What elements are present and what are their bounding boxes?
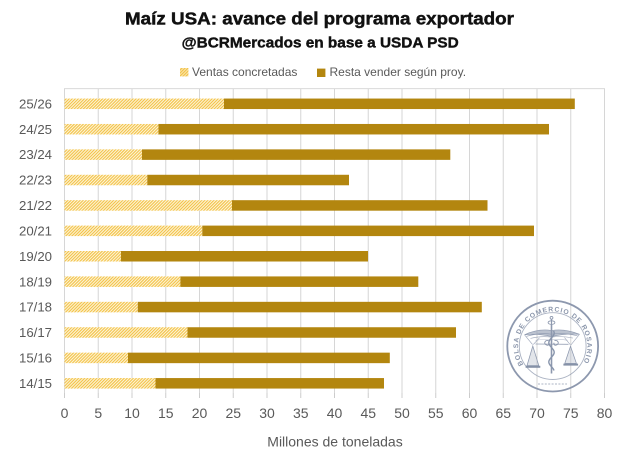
svg-text:40: 40: [327, 405, 343, 421]
svg-text:10: 10: [124, 405, 140, 421]
svg-text:21/22: 21/22: [19, 198, 52, 213]
svg-text:45: 45: [360, 405, 376, 421]
svg-text:80: 80: [597, 405, 613, 421]
svg-text:18/19: 18/19: [19, 274, 52, 289]
svg-text:15/16: 15/16: [19, 351, 52, 366]
svg-text:50: 50: [394, 405, 410, 421]
svg-text:5: 5: [94, 405, 102, 421]
svg-text:70: 70: [529, 405, 545, 421]
svg-text:23/24: 23/24: [19, 147, 52, 162]
svg-text:20/21: 20/21: [19, 223, 52, 238]
svg-text:Maíz USA: avance del programa: Maíz USA: avance del programa exportador: [125, 8, 514, 28]
svg-text:24/25: 24/25: [19, 122, 52, 137]
svg-text:75: 75: [563, 405, 579, 421]
svg-text:Ventas concretadas: Ventas concretadas: [192, 65, 297, 79]
svg-text:Resta vender según proy.: Resta vender según proy.: [330, 65, 467, 79]
svg-text:20: 20: [192, 405, 208, 421]
svg-text:16/17: 16/17: [19, 325, 52, 340]
svg-text:14/15: 14/15: [19, 376, 52, 391]
svg-text:65: 65: [495, 405, 511, 421]
svg-text:55: 55: [428, 405, 444, 421]
svg-text:22/23: 22/23: [19, 173, 52, 188]
svg-text:60: 60: [462, 405, 478, 421]
svg-text:Millones de toneladas: Millones de toneladas: [267, 433, 402, 449]
svg-text:30: 30: [259, 405, 275, 421]
svg-text:0: 0: [61, 405, 69, 421]
svg-text:25/26: 25/26: [19, 96, 52, 111]
svg-text:17/18: 17/18: [19, 300, 52, 315]
svg-text:15: 15: [158, 405, 174, 421]
svg-text:@BCRMercados en base a USDA PS: @BCRMercados en base a USDA PSD: [182, 35, 459, 52]
svg-text:35: 35: [293, 405, 309, 421]
svg-text:25: 25: [225, 405, 241, 421]
svg-text:19/20: 19/20: [19, 249, 52, 264]
